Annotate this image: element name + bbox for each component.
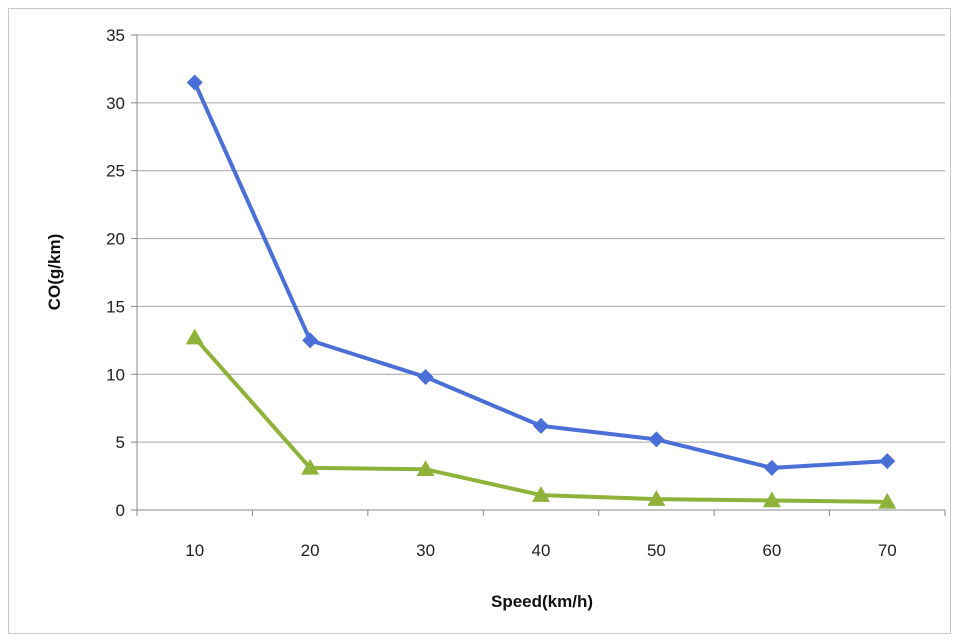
data-point-diamond bbox=[648, 431, 665, 448]
gridlines bbox=[137, 34, 945, 443]
x-tick-label: 60 bbox=[762, 541, 781, 560]
data-point-triangle bbox=[185, 328, 204, 345]
chart-frame bbox=[8, 8, 951, 634]
x-tick-label: 30 bbox=[416, 541, 435, 560]
y-axis-title: CO(g/km) bbox=[45, 234, 64, 311]
data-point-diamond bbox=[879, 453, 896, 470]
y-tick-label: 15 bbox=[106, 297, 125, 316]
data-point-diamond bbox=[763, 459, 780, 476]
series-line bbox=[192, 81, 888, 470]
data-point-triangle bbox=[416, 460, 435, 477]
data-point-diamond bbox=[417, 369, 434, 385]
x-tick-label: 20 bbox=[301, 541, 320, 560]
data-point-triangle bbox=[647, 490, 666, 506]
x-tick-label: 10 bbox=[185, 541, 204, 560]
y-tick-label: 20 bbox=[106, 230, 125, 249]
series-1 bbox=[186, 74, 896, 476]
y-tick-label: 30 bbox=[106, 94, 125, 113]
x-tick-label: 50 bbox=[647, 541, 666, 560]
y-tick-label: 5 bbox=[116, 433, 125, 452]
y-tick-label: 0 bbox=[116, 501, 125, 520]
data-point-diamond bbox=[186, 74, 203, 91]
axes bbox=[131, 34, 946, 516]
y-tick-label: 35 bbox=[106, 26, 125, 45]
data-point-triangle bbox=[878, 492, 897, 509]
series-group bbox=[185, 74, 897, 509]
y-tick-label: 10 bbox=[106, 365, 125, 384]
data-point-triangle bbox=[532, 486, 550, 502]
data-point-diamond bbox=[302, 332, 319, 349]
x-tick-label: 70 bbox=[878, 541, 897, 560]
y-tick-label: 25 bbox=[106, 162, 125, 181]
data-point-triangle bbox=[762, 491, 781, 508]
series-2 bbox=[185, 328, 897, 509]
data-point-diamond bbox=[533, 417, 549, 434]
y-tick-labels: 0 5 10 15 20 25 30 35 bbox=[106, 26, 125, 520]
x-axis-title: Speed(km/h) bbox=[491, 592, 593, 611]
x-tick-label: 40 bbox=[532, 541, 551, 560]
data-point-triangle bbox=[301, 458, 320, 475]
x-tick-labels: 10 20 30 40 50 60 70 bbox=[185, 541, 896, 560]
